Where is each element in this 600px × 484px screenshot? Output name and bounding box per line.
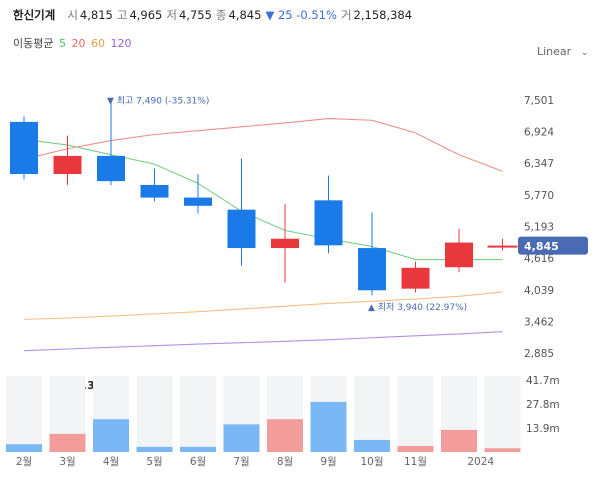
stock-name: 한신기계 <box>13 8 56 22</box>
close-label: 종 <box>215 8 227 22</box>
volume-bar <box>6 444 42 452</box>
x-tick-label: 8월 <box>277 456 293 468</box>
volume-bar <box>49 433 86 452</box>
candle-body <box>314 200 343 246</box>
volume-bg <box>484 376 521 452</box>
close-value: 4,845 <box>228 8 262 22</box>
ma-120: 120 <box>110 37 132 50</box>
x-tick-label: 10월 <box>360 456 383 468</box>
candle-body <box>10 121 38 174</box>
volume-tick-label: 41.7m <box>526 375 560 387</box>
volume-label: 거 <box>340 8 352 22</box>
volume-bar <box>93 419 129 452</box>
x-tick-label: 5월 <box>146 456 162 468</box>
price-change: ▼ 25 -0.51% <box>265 8 337 22</box>
volume-tick-label: 13.9m <box>526 423 560 435</box>
high-value: 4,965 <box>129 8 163 22</box>
volume-bg <box>397 376 434 452</box>
volume-bar <box>267 419 303 452</box>
ma-20: 20 <box>71 37 86 50</box>
candle-body <box>184 197 212 206</box>
current-price-tag <box>518 236 588 255</box>
ma-line-60 <box>23 291 503 320</box>
volume-bar <box>441 429 477 452</box>
candle-body <box>140 184 169 198</box>
volume-bar <box>136 446 173 452</box>
candle-body <box>271 238 299 249</box>
y-tick-label: 2,885 <box>524 348 554 360</box>
ma-60: 60 <box>90 37 105 50</box>
x-tick-label: 3월 <box>59 456 75 468</box>
volume-bar <box>354 439 390 452</box>
volume-bg <box>180 376 216 452</box>
candle-body <box>358 248 386 291</box>
y-tick-label: 7,501 <box>524 95 554 107</box>
high-label: 고 <box>116 8 128 22</box>
candle-body <box>53 155 82 174</box>
ma-line-5 <box>23 138 503 261</box>
volume-bg <box>136 376 173 452</box>
scale-selector-label: Linear <box>537 45 572 58</box>
x-tick-label: 6월 <box>190 456 206 468</box>
candle-body <box>227 209 256 249</box>
low-label: 저 <box>166 8 177 22</box>
x-tick-label: 11월 <box>404 456 427 468</box>
candle-body <box>445 242 473 268</box>
chevron-down-icon: ⌄ <box>580 48 589 58</box>
candle-body <box>401 267 430 289</box>
volume-bar <box>310 401 347 452</box>
candle-body <box>487 245 518 248</box>
volume-bar <box>397 445 434 452</box>
min-annotation: ▲ 최저 3,940 (22.97%) <box>368 302 467 313</box>
y-tick-label: 5,770 <box>524 190 554 202</box>
y-tick-label: 3,462 <box>524 316 554 328</box>
ma-label: 이동평균 <box>13 37 54 50</box>
x-tick-label: 4월 <box>103 456 119 468</box>
moving-average-legend: 이동평균 5 20 60 120 <box>13 35 131 51</box>
volume-bar <box>484 448 521 452</box>
ma-5: 5 <box>58 37 66 50</box>
y-tick-label: 6,924 <box>524 127 554 139</box>
x-tick-label: 7월 <box>233 456 249 468</box>
open-label: 시 <box>67 8 78 22</box>
low-value: 4,755 <box>178 8 212 22</box>
y-tick-label: 6,347 <box>524 158 554 170</box>
volume-bar <box>223 424 260 452</box>
candle-body <box>97 155 125 182</box>
volume-bg <box>354 376 390 452</box>
current-price-label: 4,845 <box>524 240 559 253</box>
max-annotation: ▼ 최고 7,490 (-35.31%) <box>107 95 209 106</box>
scale-selector[interactable]: Linear ⌄ <box>537 45 588 58</box>
y-tick-label: 4,039 <box>524 285 554 297</box>
volume-bg <box>6 376 42 452</box>
ma-line-120 <box>23 331 503 352</box>
x-tick-label: 9월 <box>320 456 336 468</box>
y-tick-label: 5,193 <box>524 221 554 233</box>
volume-value: 2,158,384 <box>353 8 413 22</box>
y-tick-label: 4,616 <box>524 253 554 265</box>
ma-line-20 <box>23 118 503 172</box>
volume-tick-label: 27.8m <box>526 399 560 411</box>
open-value: 4,815 <box>79 8 113 22</box>
x-tick-label: 2024 <box>467 456 494 468</box>
x-tick-label: 2월 <box>16 456 32 468</box>
volume-bar <box>180 446 216 452</box>
price-header: 한신기계 시 4,815 고 4,965 저 4,755 종 4,845 ▼ 25 -0.51% 거… <box>13 7 412 23</box>
